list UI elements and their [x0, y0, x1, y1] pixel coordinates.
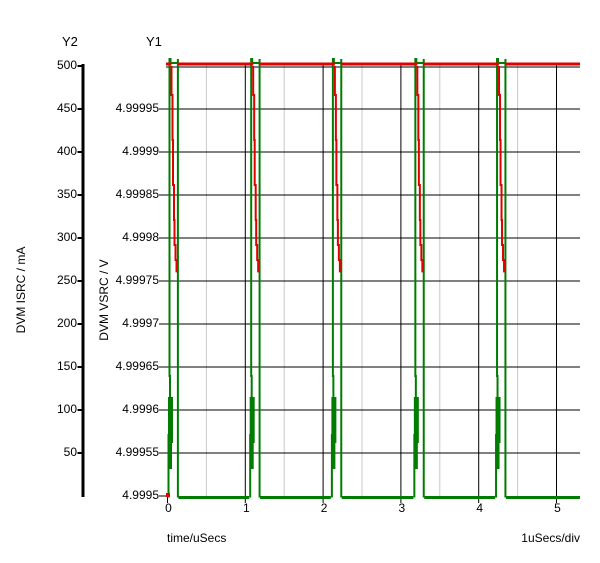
y2-tick-mark [77, 194, 82, 196]
y1-tick-label: 4.99985 [115, 187, 159, 201]
y2-tick-mark [77, 65, 82, 67]
y2-axis-line [81, 64, 85, 497]
x-tick-label: 3 [398, 501, 406, 515]
y2-tick-mark [77, 151, 82, 153]
y1-tick-label: 4.99955 [115, 445, 159, 459]
y1-tick-label: 4.99975 [115, 273, 159, 287]
vsrc-trace-pulse [495, 58, 507, 498]
x-axis-label: time/uSecs [167, 531, 227, 545]
y1-tick-label: 4.9995 [122, 488, 159, 502]
y1-tick-label: 4.9997 [122, 316, 159, 330]
y2-tick-label: 100 [56, 402, 77, 416]
y1-tick-label: 4.99995 [115, 101, 159, 115]
y2-tick-label: 150 [56, 359, 77, 373]
y2-tick-label: 400 [56, 144, 77, 158]
vsrc-trace-pulse [249, 58, 261, 498]
vsrc-trace-pulse [330, 58, 343, 498]
vsrc-trace-pulse [167, 58, 179, 498]
y2-tick-label: 300 [56, 230, 77, 244]
y2-tick-mark [77, 409, 82, 411]
isrc-trace-ramp [170, 66, 178, 273]
vsrc-trace-pulse [413, 58, 425, 498]
y1-tick-label: 4.9999 [122, 144, 159, 158]
y1-tick-label: 4.9996 [122, 402, 159, 416]
y2-tick-label: 500 [56, 58, 77, 72]
y2-axis-title: Y2 [62, 34, 78, 49]
y2-tick-mark [77, 323, 82, 325]
y2-tick-mark [77, 452, 82, 454]
x-tick-label: 2 [320, 501, 328, 515]
y2-tick-label: 350 [56, 187, 77, 201]
x-tick-label: 5 [554, 501, 561, 515]
y2-tick-label: 450 [56, 101, 77, 115]
isrc-trace-ramp [498, 66, 506, 273]
y2-tick-label: 250 [56, 273, 77, 287]
y2-tick-mark [77, 280, 82, 282]
isrc-trace-ramp [333, 66, 341, 273]
y1-tick-label: 4.99965 [115, 359, 159, 373]
isrc-trace-ramp [252, 66, 260, 273]
x-scale-note: 1uSecs/div [521, 531, 580, 545]
y2-tick-mark [77, 237, 82, 239]
x-tick-label: 1 [242, 501, 250, 515]
x-tick-label: 4 [476, 501, 484, 515]
isrc-start-marker [166, 493, 170, 497]
y2-tick-label: 50 [63, 445, 77, 459]
isrc-trace-ramp [416, 66, 424, 273]
y2-tick-mark [77, 366, 82, 368]
x-tick-label: 0 [165, 501, 172, 515]
y1-tick-label: 4.9998 [122, 230, 159, 244]
y2-tick-label: 200 [56, 316, 77, 330]
y1-axis-title: Y1 [146, 34, 162, 49]
y2-tick-mark [77, 108, 82, 110]
